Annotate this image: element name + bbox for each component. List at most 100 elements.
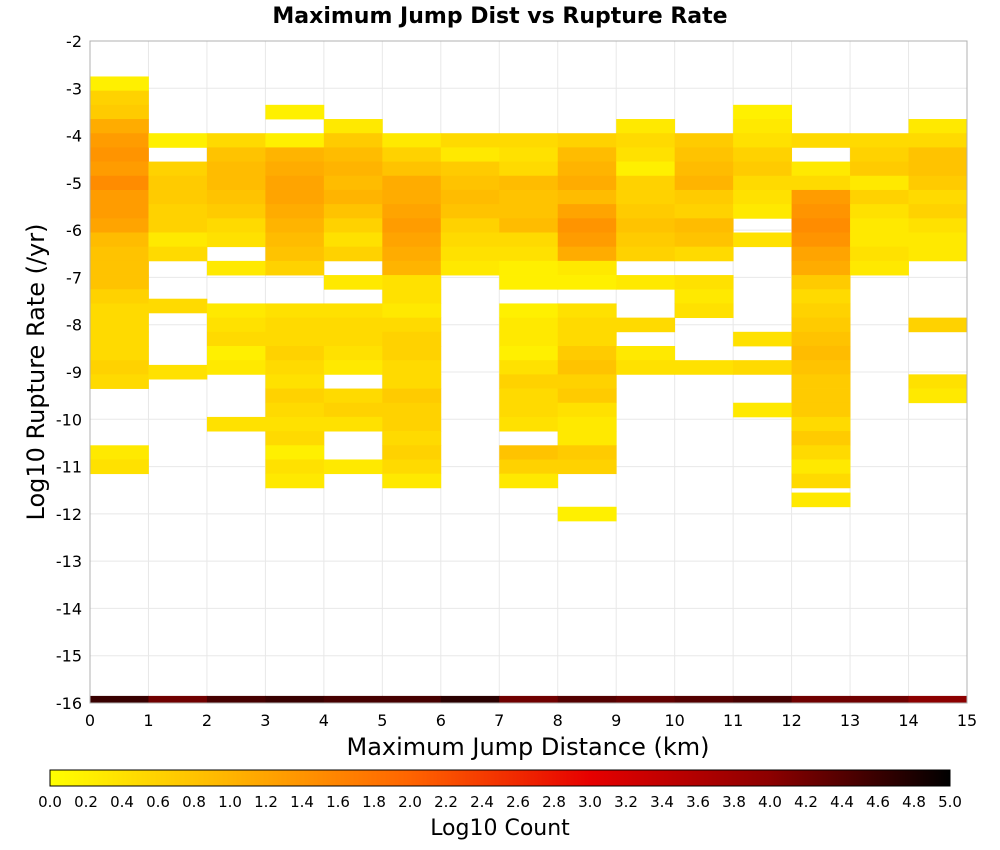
heatmap-cell <box>90 360 149 375</box>
colorbar-tick-label: 3.6 <box>686 793 710 811</box>
heatmap-cell <box>90 345 149 361</box>
y-tick-label: -10 <box>56 410 82 429</box>
heatmap-cell <box>265 317 325 333</box>
colorbar-tick-label: 2.0 <box>398 793 422 811</box>
heatmap-cell <box>382 189 442 205</box>
heatmap-cell <box>674 289 734 304</box>
heatmap-cell <box>382 695 442 703</box>
heatmap-cell <box>908 175 968 191</box>
x-tick-label: 4 <box>319 711 329 730</box>
heatmap-cell <box>674 275 734 290</box>
heatmap-cell <box>323 416 383 432</box>
heatmap-cell <box>323 246 383 262</box>
heatmap-cell <box>440 218 500 233</box>
chart-title: Maximum Jump Dist vs Rupture Rate <box>272 4 727 29</box>
heatmap-cell <box>674 360 734 375</box>
heatmap-cell <box>850 175 909 191</box>
heatmap-cell <box>206 161 266 177</box>
heatmap-cell <box>616 218 676 233</box>
colorbar-tick-label: 1.6 <box>326 793 350 811</box>
heatmap-cell <box>206 175 266 191</box>
y-tick-label: -9 <box>66 363 82 382</box>
heatmap-cell <box>323 218 383 233</box>
heatmap-cell <box>265 303 325 319</box>
y-tick-label: -4 <box>66 127 82 146</box>
heatmap-cell <box>382 317 442 333</box>
heatmap-cell <box>557 374 617 389</box>
heatmap-cell <box>382 275 442 290</box>
heatmap-cell <box>791 402 851 418</box>
heatmap-cell <box>791 374 851 389</box>
heatmap-cell <box>791 331 851 347</box>
heatmap-cell <box>557 204 617 219</box>
heatmap-cell <box>499 416 559 432</box>
heatmap-cell <box>440 175 500 191</box>
heatmap-cell <box>265 388 325 404</box>
heatmap-cell <box>440 204 500 219</box>
heatmap-cell <box>90 189 149 205</box>
heatmap-cell <box>148 246 208 262</box>
heatmap-cell <box>499 246 559 262</box>
x-tick-label: 9 <box>611 711 621 730</box>
heatmap-cell <box>908 246 968 262</box>
heatmap-cell <box>90 317 149 333</box>
y-axis-label: Log10 Rupture Rate (/yr) <box>22 224 50 521</box>
heatmap-cell <box>265 175 325 191</box>
heatmap-cell <box>499 175 559 191</box>
heatmap-cell <box>499 459 559 475</box>
heatmap-cell <box>382 459 442 475</box>
y-tick-label: -7 <box>66 268 82 287</box>
heatmap-cell <box>90 218 149 233</box>
heatmap-cell <box>791 246 851 262</box>
heatmap-cell <box>733 175 792 191</box>
heatmap-cell <box>499 317 559 333</box>
heatmap-cell <box>557 232 617 248</box>
heatmap-cell <box>499 189 559 205</box>
heatmap-cell <box>557 317 617 333</box>
heatmap-cell <box>908 147 968 162</box>
heatmap-cell <box>791 459 851 475</box>
heatmap-cell <box>557 189 617 205</box>
colorbar-tick-label: 3.0 <box>578 793 602 811</box>
heatmap-cell <box>90 161 149 177</box>
heatmap-cell <box>382 204 442 219</box>
heatmap-cell <box>791 260 851 276</box>
y-tick-label: -5 <box>66 174 82 193</box>
heatmap-cell <box>323 275 383 290</box>
heatmap-cell <box>557 695 617 703</box>
heatmap-cell <box>616 161 676 177</box>
heatmap-cell <box>440 161 500 177</box>
heatmap-cell <box>265 147 325 162</box>
heatmap-cell <box>499 161 559 177</box>
heatmap-cell <box>733 161 792 177</box>
heatmap-cell <box>791 204 851 219</box>
heatmap-cell <box>791 189 851 205</box>
heatmap-cell <box>557 303 617 319</box>
heatmap-cell <box>557 133 617 148</box>
heatmap-cell <box>908 232 968 248</box>
heatmap-cell <box>733 147 792 162</box>
y-tick-label: -12 <box>56 505 82 524</box>
heatmap-cell <box>440 133 500 148</box>
heatmap-cell <box>90 445 149 460</box>
heatmap-cell <box>908 161 968 177</box>
heatmap-cell <box>499 218 559 233</box>
heatmap-cell <box>323 119 383 134</box>
heatmap-cell <box>499 331 559 347</box>
heatmap-cell <box>382 133 442 148</box>
y-tick-label: -8 <box>66 316 82 335</box>
heatmap-cell <box>440 189 500 205</box>
heatmap-cell <box>499 204 559 219</box>
heatmap-cell <box>557 345 617 361</box>
heatmap-cell <box>265 431 325 446</box>
heatmap-cell <box>148 175 208 191</box>
heatmap-cell <box>90 303 149 319</box>
heatmap-cell <box>557 360 617 375</box>
heatmap-cell <box>440 260 500 276</box>
heatmap-cell <box>323 189 383 205</box>
heatmap-cell <box>206 232 266 248</box>
heatmap-cell <box>382 246 442 262</box>
heatmap-cell <box>674 189 734 205</box>
colorbar-tick-label: 4.0 <box>758 793 782 811</box>
